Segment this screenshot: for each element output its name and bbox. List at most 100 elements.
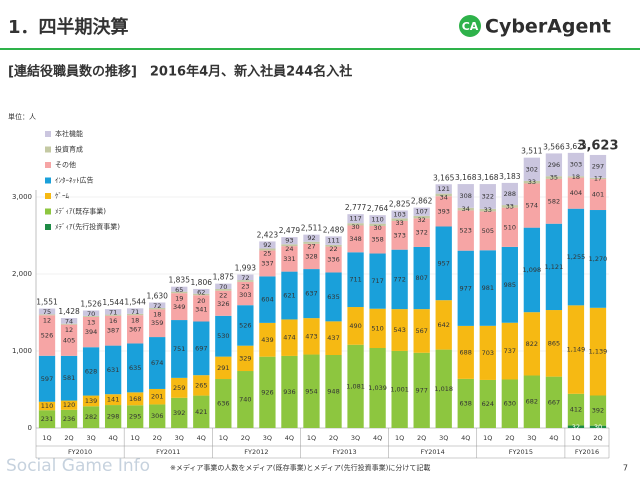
bar-segment (523, 180, 541, 184)
value-label: 358 (371, 236, 383, 244)
bar-segment (457, 210, 474, 251)
total-label: 3,566 (543, 142, 565, 151)
value-label: 322 (482, 192, 494, 200)
bar-segment (435, 349, 452, 428)
bar-segment (149, 337, 166, 389)
value-label: 822 (526, 340, 538, 348)
value-label: 259 (173, 384, 185, 392)
legend-label: ｲﾝﾀｰﾈｯﾄ広告 (55, 176, 94, 185)
value-label: 751 (173, 345, 185, 353)
value-label: 392 (173, 409, 185, 417)
bar-segment (281, 246, 298, 272)
x-tick-label: 3Q (439, 434, 448, 442)
bar-segment (567, 393, 585, 426)
value-label: 120 (63, 401, 75, 409)
bar-segment (303, 234, 320, 242)
total-label: 2,479 (279, 226, 301, 235)
bar-segment (589, 154, 607, 178)
bar-segment (60, 355, 78, 401)
bar-segment (193, 295, 210, 322)
value-label: 1,255 (567, 253, 586, 261)
bar-segment (479, 325, 496, 380)
bar-segment (457, 325, 474, 379)
value-label: 27 (307, 243, 315, 251)
bar-segment (413, 246, 430, 310)
bar-segment (545, 153, 563, 177)
value-label: 297 (592, 162, 604, 170)
bar-segment (237, 371, 254, 428)
bar-segment (501, 182, 518, 206)
value-label: 490 (349, 322, 361, 330)
value-label: 638 (460, 399, 472, 407)
value-label: 474 (283, 334, 295, 342)
value-label: 985 (504, 281, 516, 289)
bar-segment (413, 215, 430, 219)
bar-segment (193, 321, 210, 376)
value-label: 674 (151, 359, 163, 367)
bar-segment (545, 176, 563, 179)
value-label: 642 (438, 321, 450, 329)
value-label: 13 (87, 318, 95, 326)
value-label: 392 (592, 407, 604, 415)
bar-segment (435, 196, 452, 227)
x-tick-label: 1Q (131, 434, 140, 442)
bar-segment (479, 250, 496, 326)
bar-segment (215, 315, 232, 357)
bar-segment (501, 205, 518, 208)
value-label: 103 (393, 210, 405, 218)
bar-segment (38, 410, 56, 428)
bar-segment (347, 225, 364, 253)
total-label: 3,623 (577, 138, 618, 153)
value-label: 526 (239, 321, 251, 329)
value-label: 1,149 (567, 346, 586, 354)
value-label: 326 (217, 300, 229, 308)
bar-segment (171, 293, 188, 321)
total-label: 2,764 (367, 204, 389, 213)
bar-segment (435, 184, 452, 194)
value-label: 24 (285, 245, 293, 253)
logo: CA CyberAgent (459, 15, 611, 38)
x-tick-label: 2Q (241, 434, 250, 442)
value-label: 367 (129, 325, 141, 333)
bar-segment (127, 392, 144, 406)
value-label: 682 (526, 398, 538, 406)
legend-swatch (45, 146, 51, 153)
bar-segment (60, 324, 78, 356)
value-label: 740 (239, 396, 251, 404)
value-label: 70 (87, 310, 95, 318)
x-tick-label: 2Q (593, 434, 602, 442)
value-label: 306 (151, 412, 163, 420)
value-label: 72 (241, 274, 249, 282)
bar-segment (567, 176, 585, 178)
value-label: 12 (43, 317, 51, 325)
bar-segment (82, 316, 100, 348)
value-label: 291 (217, 364, 229, 372)
value-label: 394 (85, 328, 97, 336)
value-label: 231 (41, 415, 53, 423)
value-label: 628 (85, 367, 97, 375)
bar-segment (60, 318, 78, 324)
total-label: 2,825 (389, 199, 411, 208)
legend-swatch (45, 162, 51, 168)
value-label: 336 (327, 256, 339, 264)
value-label: 631 (107, 366, 119, 374)
bar-segment (38, 315, 56, 356)
bar-segment (215, 283, 232, 290)
bar-segment (391, 249, 408, 310)
value-label: 337 (261, 259, 273, 267)
legend-swatch (45, 177, 51, 184)
bar-segment (281, 271, 298, 320)
bar-segment (281, 319, 298, 356)
value-label: 19 (175, 295, 183, 303)
value-label: 717 (371, 277, 383, 285)
value-label: 12 (65, 326, 73, 334)
value-label: 32 (572, 423, 580, 431)
value-label: 703 (482, 349, 494, 357)
bar-segment (303, 241, 320, 244)
bar-segment (391, 218, 408, 221)
page-number: 7 (623, 464, 628, 473)
value-label: 621 (283, 292, 295, 300)
x-tick-label: 4Q (285, 434, 294, 442)
value-label: 328 (305, 252, 317, 260)
bar-segment (523, 227, 541, 313)
